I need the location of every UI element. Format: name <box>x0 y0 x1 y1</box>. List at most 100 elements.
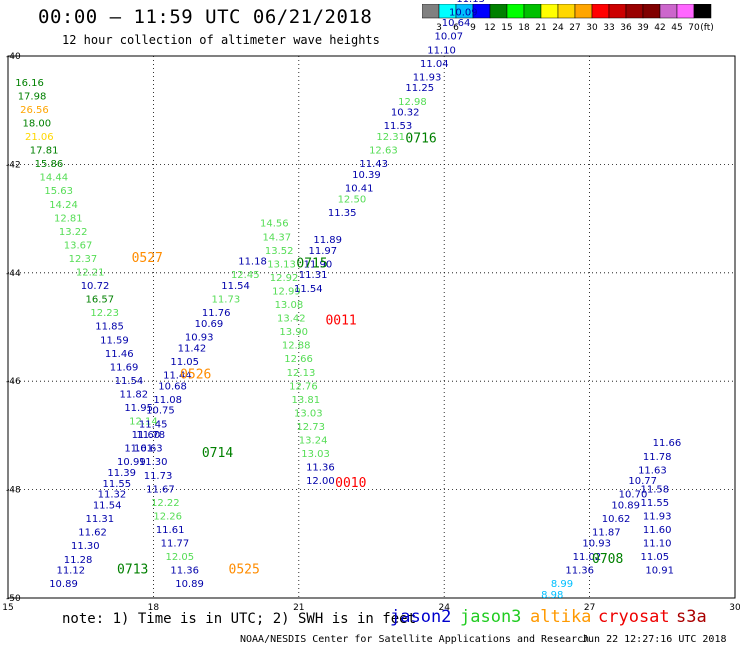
wave-height-value: 10.75 <box>146 406 175 417</box>
credit-line: NOAA/NESDIS Center for Satellite Applica… <box>240 634 590 645</box>
wave-height-value: 11.39 <box>107 468 136 479</box>
wave-height-value: 11.42 <box>178 343 207 354</box>
wave-height-value: 11.67 <box>146 484 175 495</box>
wave-height-value: 11.58 <box>640 484 669 495</box>
wave-height-value: 11.73 <box>212 295 241 306</box>
wave-height-value: 11.25 <box>405 83 434 94</box>
wave-height-value: 12.63 <box>369 146 398 157</box>
wave-height-value: 10.39 <box>352 170 381 181</box>
legend-jason3: jason3 <box>460 607 522 627</box>
wave-height-value: 11.73 <box>144 471 173 482</box>
wave-height-value: 11.45 <box>139 419 168 430</box>
colorbar: 3 6 9 12 15 18 21 24 27 30 33 36 39 42 45 70 (ft) <box>422 4 714 33</box>
legend-altika: altika <box>530 607 592 627</box>
wave-height-value: 11.89 <box>313 235 342 246</box>
wave-height-value: 11.95 <box>124 403 153 414</box>
wave-height-value: 16.16 <box>15 78 44 89</box>
y-tick-label: -50 <box>6 594 21 604</box>
colorbar-label: 27 <box>569 23 580 33</box>
wave-height-value: 12.13 <box>287 368 316 379</box>
x-tick-label: 21 <box>293 603 304 613</box>
wave-height-value: 18.00 <box>23 118 52 129</box>
colorbar-label: 9 <box>470 23 476 33</box>
y-tick-label: -40 <box>6 52 21 62</box>
wave-height-value: 13.03 <box>294 408 323 419</box>
wave-height-value: 13.52 <box>265 246 294 257</box>
wave-height-value: 11.05 <box>170 357 199 368</box>
wave-height-value: 11.28 <box>64 555 93 566</box>
wave-height-value: 14.44 <box>40 173 69 184</box>
colorbar-unit: (ft) <box>700 23 714 33</box>
colorbar-label: 12 <box>484 23 495 33</box>
legend-jason2: jason2 <box>390 607 452 627</box>
wave-height-value: 11.30 <box>71 541 100 552</box>
pass-time-label: 0010 <box>335 476 366 491</box>
wave-height-value: 11.05 <box>640 552 669 563</box>
wave-height-value: 12.99 <box>272 286 301 297</box>
wave-height-value: 11.78 <box>136 430 165 441</box>
pass-time-label: 0713 <box>117 563 148 578</box>
wave-height-value: 11.10 <box>427 45 456 56</box>
colorbar-label: 24 <box>552 23 564 33</box>
wave-height-value: 10.89 <box>49 579 78 590</box>
wave-height-value: 11.54 <box>115 376 144 387</box>
wave-height-value: 11.36 <box>170 566 199 577</box>
wave-height-value: 12.31 <box>376 132 405 143</box>
colorbar-label: 18 <box>518 23 530 33</box>
wave-height-value: 17.81 <box>30 146 59 157</box>
wave-height-value: 11.54 <box>93 501 122 512</box>
wave-height-value: 12.73 <box>296 422 325 433</box>
wave-height-value: 10.99 <box>117 457 146 468</box>
wave-height-value: 11.97 <box>308 246 337 257</box>
wave-height-value: 14.56 <box>260 219 289 230</box>
wave-height-value: 10.09 <box>449 7 478 18</box>
wave-height-value: 17.98 <box>18 91 47 102</box>
wave-height-value: 11.54 <box>221 281 250 292</box>
wave-height-value: 8.99 <box>551 579 573 590</box>
wave-height-value: 12.22 <box>151 498 180 509</box>
wave-height-value: 13.13 <box>267 259 296 270</box>
x-tick-label: 18 <box>148 603 160 613</box>
y-tick-label: -46 <box>6 377 21 387</box>
wave-height-value: 10.93 <box>185 333 214 344</box>
wave-height-value: 10.63 <box>134 444 163 455</box>
wave-height-value: 10.70 <box>619 490 648 501</box>
wave-height-value: 13.22 <box>59 227 88 238</box>
wave-height-value: 10.68 <box>158 381 187 392</box>
wave-height-value: 10.91 <box>645 566 674 577</box>
y-tick-label: -42 <box>6 160 21 170</box>
colorbar-label: 70 <box>688 23 700 33</box>
wave-height-value: 12.66 <box>284 354 313 365</box>
colorbar-label: 33 <box>603 23 614 33</box>
colorbar-label: 42 <box>654 23 665 33</box>
wave-height-value: 11.08 <box>153 395 182 406</box>
colorbar-swatch <box>693 4 712 19</box>
pass-time-label: 0716 <box>405 132 436 147</box>
colorbar-label: 3 <box>436 23 442 33</box>
wave-height-value: 11.61 <box>156 525 185 536</box>
wave-height-value: 11.78 <box>643 452 672 463</box>
wave-height-value: 11.46 <box>105 349 134 360</box>
wave-height-value: 11.76 <box>202 308 231 319</box>
wave-height-value: 11.35 <box>328 208 357 219</box>
wave-height-value: 11.31 <box>299 270 328 281</box>
wave-height-value: 13.81 <box>292 395 321 406</box>
wave-height-value: 12.26 <box>153 511 182 522</box>
x-tick-label: 30 <box>729 603 740 613</box>
wave-height-value: 12.76 <box>289 381 318 392</box>
wave-height-value: 15.86 <box>35 159 64 170</box>
x-tick-label: 27 <box>584 603 595 613</box>
wave-height-value: 21.06 <box>25 132 54 143</box>
wave-height-value: 10.41 <box>345 184 374 195</box>
wave-height-value: 10.93 <box>582 539 611 550</box>
y-tick-label: -44 <box>6 269 21 279</box>
wave-height-value: 11.55 <box>103 479 132 490</box>
wave-height-value: 12.05 <box>166 552 195 563</box>
wave-height-value: 10.69 <box>195 319 224 330</box>
pass-time-label: 0708 <box>592 552 623 567</box>
wave-height-value: 11.31 <box>86 514 115 525</box>
wave-height-value: 11.61 <box>124 444 153 455</box>
wave-height-value: 12.23 <box>90 308 119 319</box>
wave-height-value: 11.62 <box>78 528 107 539</box>
